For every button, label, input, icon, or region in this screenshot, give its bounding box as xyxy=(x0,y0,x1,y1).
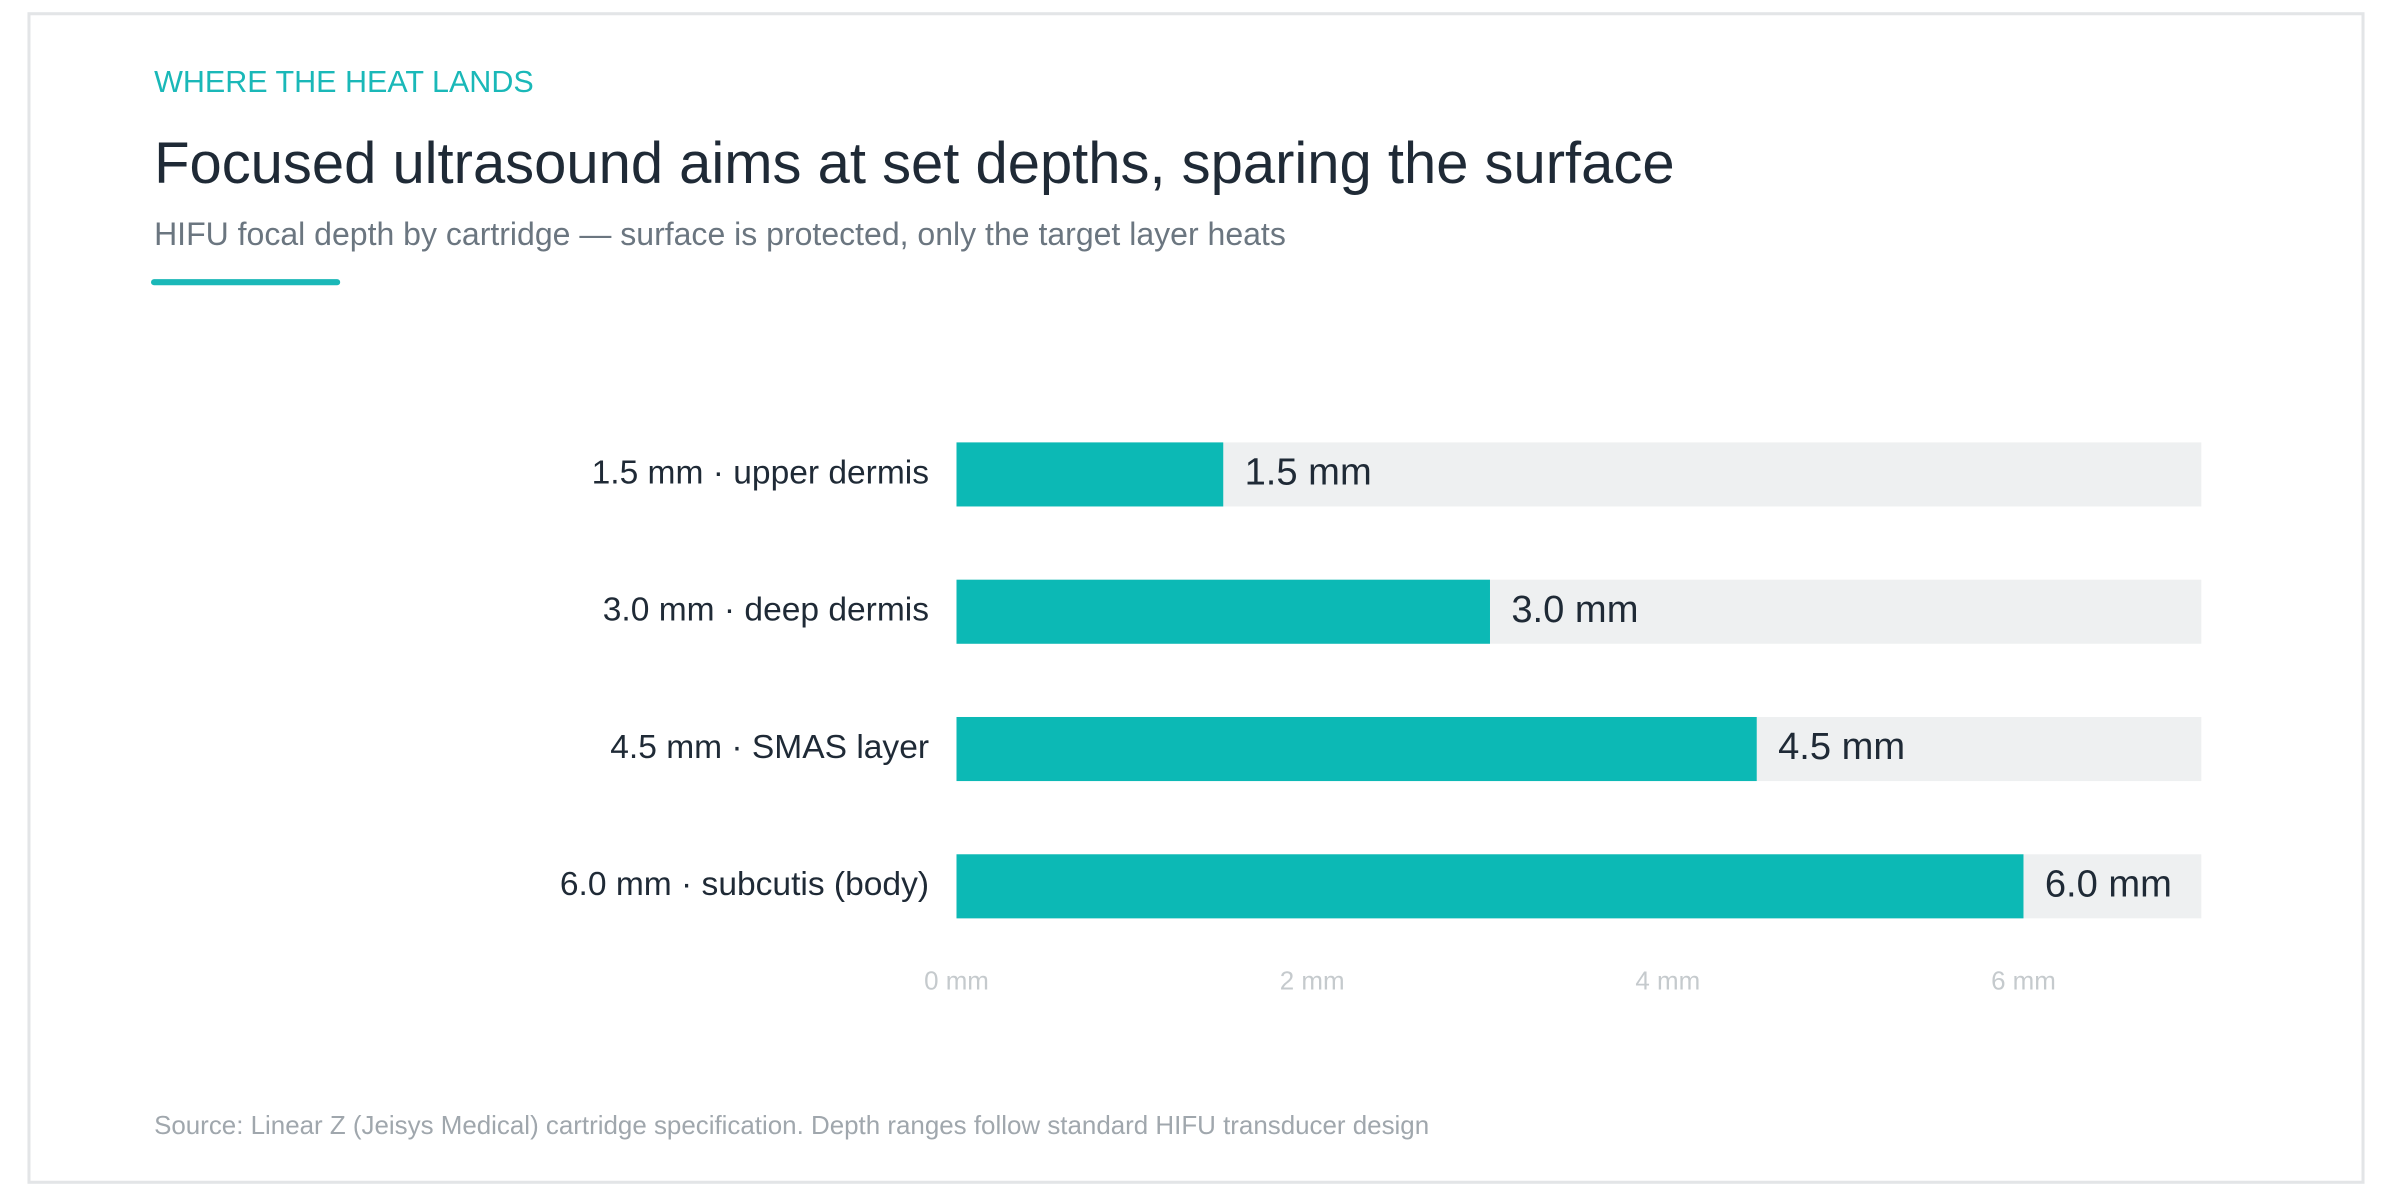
x-tick-label: 4 mm xyxy=(1635,967,1700,995)
category-label: 1.5 mm · upper dermis xyxy=(592,454,929,491)
chart-subtitle: HIFU focal depth by cartridge — surface … xyxy=(154,216,1286,252)
value-label: 4.5 mm xyxy=(1778,725,1905,768)
x-tick-label: 2 mm xyxy=(1280,967,1345,995)
category-label: 6.0 mm · subcutis (body) xyxy=(560,866,929,903)
value-label: 3.0 mm xyxy=(1511,588,1638,631)
category-label: 4.5 mm · SMAS layer xyxy=(610,729,929,766)
category-label: 3.0 mm · deep dermis xyxy=(603,592,929,629)
bar xyxy=(956,579,1490,644)
x-tick-label: 0 mm xyxy=(924,967,989,995)
value-label: 6.0 mm xyxy=(2045,862,2172,905)
bar xyxy=(956,442,1224,507)
x-tick-label: 6 mm xyxy=(1991,967,2056,995)
eyebrow: WHERE THE HEAT LANDS xyxy=(154,65,534,99)
chart-title: Focused ultrasound aims at set depths, s… xyxy=(154,132,1675,196)
value-label: 1.5 mm xyxy=(1245,451,1372,494)
bar xyxy=(956,854,2024,919)
source-note: Source: Linear Z (Jeisys Medical) cartri… xyxy=(154,1112,1429,1140)
bar xyxy=(956,716,1757,782)
